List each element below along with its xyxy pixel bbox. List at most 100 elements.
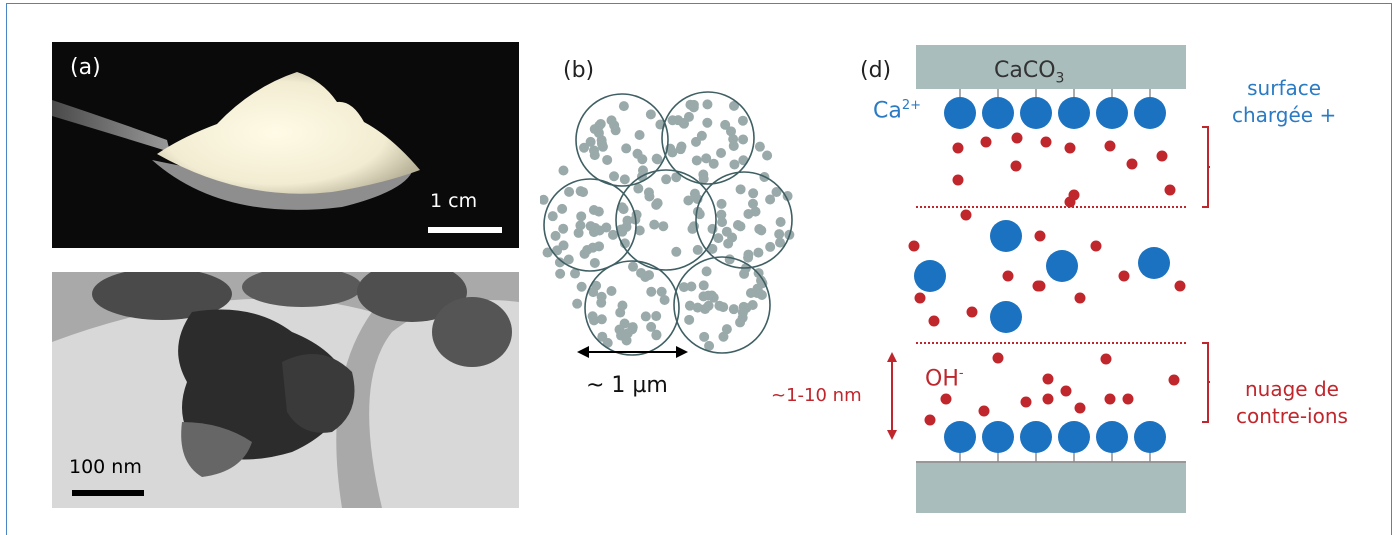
particle: [638, 165, 649, 176]
hydroxide-ion: [980, 136, 992, 148]
particle: [743, 249, 754, 260]
counter-ion-bracket: [1202, 342, 1210, 423]
particle: [547, 211, 558, 222]
particle: [698, 173, 709, 184]
size-label: ~ 1 µm: [586, 373, 668, 398]
calcium-ion: [1020, 97, 1052, 129]
particle: [576, 211, 587, 222]
particle: [621, 143, 632, 154]
aggregate-circle: [695, 171, 793, 269]
counter-ion-cloud-label: nuage de contre-ions: [1236, 377, 1348, 428]
particle: [649, 219, 660, 230]
hydroxide-ion: [1122, 393, 1134, 405]
hydroxide-label: OH-: [925, 366, 964, 392]
particle: [728, 304, 739, 315]
aggregate-circle: [543, 178, 637, 272]
particle: [661, 174, 672, 185]
particle: [593, 127, 604, 138]
particle: [721, 324, 732, 335]
particle: [747, 198, 758, 209]
distance-arrow: [887, 352, 897, 440]
particle: [689, 188, 700, 199]
particle: [596, 138, 607, 149]
particle: [589, 150, 600, 161]
particle: [608, 229, 619, 240]
hydroxide-ion: [908, 240, 920, 252]
top-plate-label: CaCO3: [994, 58, 1065, 87]
particle: [564, 186, 575, 197]
calcium-ion: [1096, 421, 1128, 453]
hydroxide-ion: [1104, 140, 1116, 152]
particle: [573, 227, 584, 238]
particle: [743, 208, 754, 219]
panel-a-label: (a): [70, 55, 101, 80]
particle: [589, 257, 600, 268]
particle: [652, 154, 663, 165]
hydroxide-ion: [1040, 136, 1052, 148]
particle: [701, 266, 712, 277]
particle: [737, 307, 748, 318]
particle: [696, 130, 707, 141]
hydroxide-ion: [1074, 292, 1086, 304]
particle: [739, 268, 750, 279]
particle: [578, 187, 589, 198]
double-layer-diagram: [908, 45, 1210, 513]
particle: [692, 302, 703, 313]
particle: [702, 99, 713, 110]
particle: [702, 117, 713, 128]
hydroxide-ion: [960, 209, 972, 221]
particle: [644, 191, 655, 202]
surface-charge-label: surface chargée +: [1232, 76, 1337, 127]
calcium-ion: [990, 301, 1022, 333]
hydroxide-ion: [914, 292, 926, 304]
particle: [582, 245, 593, 256]
particle: [646, 321, 657, 332]
aggregate-circle: [575, 93, 669, 187]
particle: [558, 240, 569, 251]
particle: [728, 134, 739, 145]
particle: [634, 129, 645, 140]
particle: [757, 278, 768, 289]
particle: [585, 221, 596, 232]
hydroxide-ion: [1034, 230, 1046, 242]
particle: [555, 268, 566, 279]
hydroxide-ion: [1042, 393, 1054, 405]
particle: [558, 165, 569, 176]
calcium-ion: [944, 421, 976, 453]
hydroxide-ion: [1064, 196, 1076, 208]
particle: [618, 101, 629, 112]
calcium-ion: [1096, 97, 1128, 129]
hydroxide-ion: [928, 315, 940, 327]
hydroxide-ion: [1100, 353, 1112, 365]
particle: [563, 254, 574, 265]
particle: [540, 194, 549, 205]
hydroxide-ion: [1164, 184, 1176, 196]
particle: [703, 300, 714, 311]
particle: [684, 300, 695, 311]
particle: [718, 331, 729, 342]
hydroxide-ion: [1174, 280, 1186, 292]
particle: [716, 198, 727, 209]
tem-image: 100 nm: [52, 272, 519, 508]
particle: [637, 154, 648, 165]
particle: [588, 287, 599, 298]
aggregate-circle: [615, 169, 717, 271]
particle: [656, 286, 667, 297]
calcium-ion: [1134, 97, 1166, 129]
particle: [575, 220, 586, 231]
calcium-ion: [1138, 247, 1170, 279]
aggregate-circle: [673, 256, 771, 354]
particle: [716, 209, 727, 220]
particle: [606, 285, 617, 296]
particle: [683, 195, 694, 206]
panel-d-label: (d): [860, 58, 892, 83]
particle: [594, 241, 605, 252]
particle: [729, 100, 740, 111]
particle: [684, 314, 695, 325]
particle: [609, 171, 620, 182]
particle: [720, 119, 731, 130]
particle: [585, 136, 596, 147]
particle: [762, 150, 773, 161]
particle: [606, 115, 617, 126]
particle: [691, 155, 702, 166]
